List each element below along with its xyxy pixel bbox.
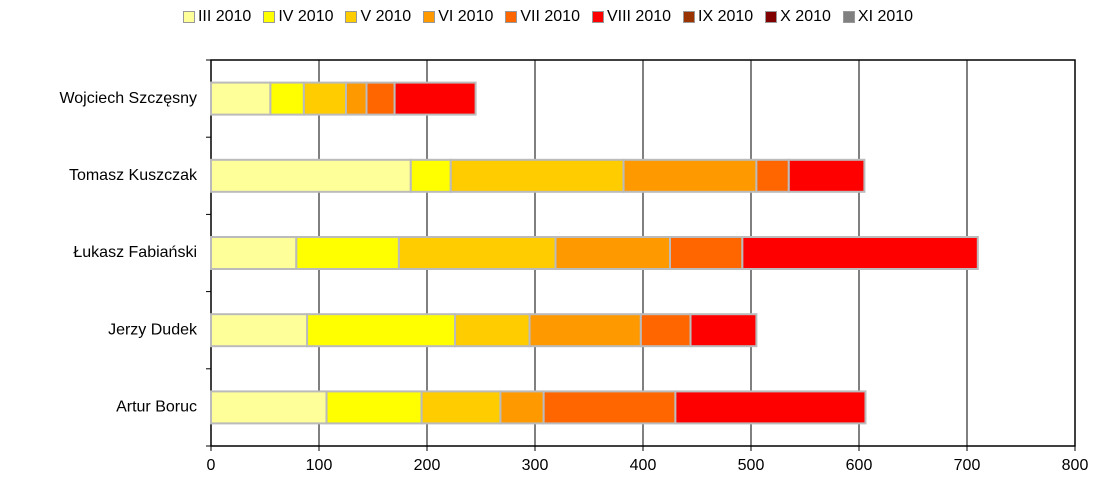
legend-swatch: [683, 11, 696, 23]
legend-label: IX 2010: [698, 8, 754, 25]
x-tick-label: 200: [414, 457, 441, 474]
legend-item: XI 2010: [842, 8, 914, 26]
legend-label: VI 2010: [438, 8, 494, 25]
legend-item: III 2010: [182, 8, 252, 26]
bar-segment: [554, 236, 672, 270]
x-tick-label: 800: [1062, 457, 1089, 474]
legend-item: IX 2010: [683, 8, 753, 26]
bar-segment: [295, 236, 400, 270]
legend-item: V 2010: [345, 8, 411, 26]
x-tick-label: 300: [522, 457, 549, 474]
legend-label: VII 2010: [520, 8, 580, 25]
legend-swatch: [423, 11, 436, 23]
x-tick-label: 100: [306, 457, 333, 474]
legend-swatch: [263, 11, 276, 23]
legend-label: V 2010: [360, 8, 412, 25]
bar-segment: [210, 313, 309, 348]
legend-label: VIII 2010: [606, 8, 672, 25]
x-tick-label: 400: [630, 457, 657, 474]
bar-segment: [393, 81, 477, 116]
bar-segment: [210, 81, 272, 116]
bar-segment: [306, 313, 457, 348]
legend-item: X 2010: [765, 8, 831, 26]
bar-segment: [542, 390, 677, 425]
bar-segment: [622, 158, 758, 193]
bar-segment: [269, 81, 305, 116]
bar-segment: [528, 313, 642, 348]
legend-swatch: [591, 11, 604, 23]
legend-item: VIII 2010: [591, 8, 672, 26]
bar-segment: [345, 81, 368, 116]
bar-segment: [449, 158, 625, 193]
bar-segment: [689, 313, 758, 348]
bar-segment: [302, 81, 348, 116]
legend-item: VII 2010: [505, 8, 580, 26]
bar-segment: [210, 236, 298, 270]
bar-segment: [420, 390, 502, 425]
x-tick-label: 500: [738, 457, 765, 474]
bar-segment: [755, 158, 790, 193]
legend-label: IV 2010: [278, 8, 334, 25]
legend: III 2010 IV 2010 V 2010 VI 2010 VII 2010 VIII…: [0, 8, 1096, 26]
bar-segment: [325, 390, 423, 425]
bar-segment: [787, 158, 866, 193]
bar-segment: [639, 313, 692, 348]
legend-swatch: [182, 11, 195, 23]
bar-segment: [454, 313, 531, 348]
bar-segment: [669, 236, 744, 270]
y-tick-label: Jerzy Dudek: [108, 321, 198, 338]
y-tick-label: Wojciech Szczęsny: [59, 90, 197, 107]
y-tick-label: Artur Boruc: [116, 399, 197, 416]
legend-item: VI 2010: [423, 8, 493, 26]
legend-swatch: [505, 11, 518, 23]
bar-segment: [741, 236, 979, 270]
legend-swatch: [345, 11, 358, 23]
legend-label: X 2010: [780, 8, 831, 25]
legend-swatch: [765, 11, 778, 23]
bar-segment: [674, 390, 867, 425]
legend-label: III 2010: [197, 8, 252, 25]
x-tick-label: 600: [846, 457, 873, 474]
bar-segment: [397, 236, 557, 270]
legend-swatch: [842, 11, 855, 23]
x-tick-label: 700: [954, 457, 981, 474]
bar-segment: [409, 158, 452, 193]
bar-segment: [365, 81, 396, 116]
bar-segment: [210, 390, 328, 425]
bar-segment: [210, 158, 412, 193]
legend-label: XI 2010: [857, 8, 914, 25]
y-tick-label: Łukasz Fabiański: [73, 244, 197, 261]
bar-segment: [499, 390, 545, 425]
y-tick-label: Tomasz Kuszczak: [69, 167, 198, 184]
x-tick-label: 0: [207, 457, 216, 474]
legend-item: IV 2010: [263, 8, 333, 26]
